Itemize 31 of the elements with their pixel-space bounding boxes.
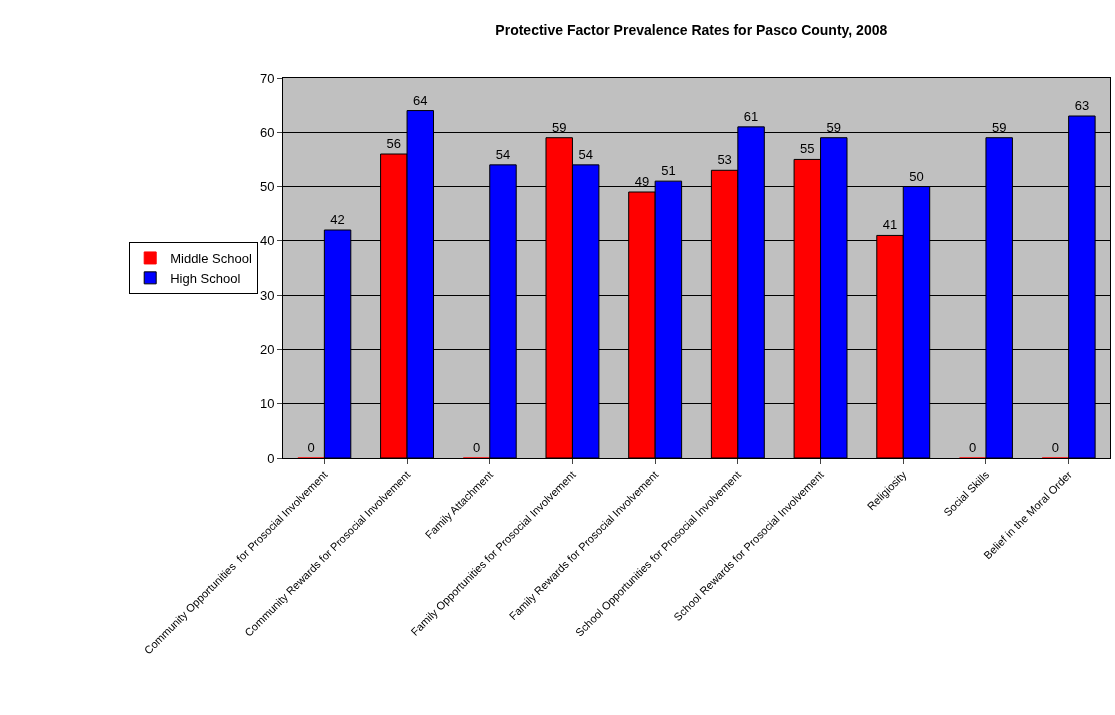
data-label: 0: [969, 440, 977, 455]
data-label: 64: [413, 92, 428, 108]
legend-label: High School: [170, 270, 241, 286]
data-label: 49: [634, 174, 650, 189]
chart-title: Protective Factor Prevalence Rates for Pasco County, 2008: [495, 21, 888, 38]
data-label: 0: [472, 440, 481, 455]
data-label: 41: [882, 217, 898, 233]
y-tick-label: 60: [259, 124, 275, 140]
y-tick-label: 50: [259, 179, 275, 195]
data-label: 0: [307, 440, 315, 455]
y-tick-label: 40: [259, 233, 275, 249]
y-tick-label: 10: [259, 396, 275, 412]
data-label: 54: [578, 146, 593, 162]
data-label: 0: [1051, 440, 1060, 455]
data-label: 55: [800, 141, 815, 157]
data-label: 61: [743, 108, 759, 124]
legend-label: Middle School: [170, 251, 252, 267]
data-label: 50: [909, 168, 924, 184]
data-label: 53: [717, 152, 732, 168]
data-label: 59: [826, 119, 842, 135]
y-tick-label: 30: [259, 287, 275, 303]
y-tick-label: 70: [259, 70, 275, 86]
data-label: 59: [991, 119, 1007, 135]
y-tick-label: 20: [259, 341, 275, 357]
y-tick-label: 0: [267, 450, 275, 466]
data-label: 54: [495, 146, 511, 162]
data-label: 63: [1074, 98, 1090, 113]
data-label: 51: [661, 163, 676, 179]
data-label: 56: [386, 136, 402, 151]
data-label: 42: [330, 212, 345, 227]
data-label: 59: [551, 119, 567, 135]
